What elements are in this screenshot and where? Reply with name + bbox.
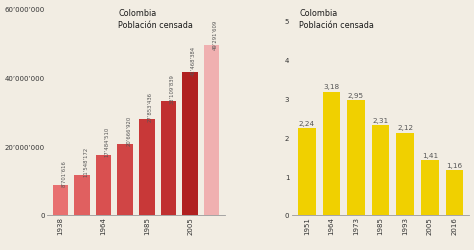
- Text: 2,12: 2,12: [397, 125, 413, 131]
- Text: 17’484’510: 17’484’510: [105, 126, 109, 156]
- Text: 11’548’172: 11’548’172: [83, 146, 88, 176]
- Bar: [298, 128, 316, 215]
- Bar: [396, 133, 414, 215]
- Bar: [322, 92, 340, 215]
- Text: 27’853’436: 27’853’436: [148, 92, 153, 122]
- Bar: [118, 144, 133, 215]
- Text: 41’468’384: 41’468’384: [191, 46, 196, 76]
- Bar: [446, 170, 464, 215]
- Bar: [421, 160, 439, 215]
- Bar: [74, 176, 90, 215]
- Bar: [372, 126, 390, 215]
- Bar: [182, 73, 198, 215]
- Text: 49’291’609: 49’291’609: [213, 19, 218, 50]
- Text: Colombia
Población censada: Colombia Población censada: [299, 9, 374, 29]
- Text: 1,41: 1,41: [422, 152, 438, 158]
- Text: 33’109’839: 33’109’839: [170, 74, 174, 104]
- Text: 3,18: 3,18: [323, 84, 339, 90]
- Text: Colombia
Población censada: Colombia Población censada: [118, 9, 193, 29]
- Text: 8’701’616: 8’701’616: [62, 159, 66, 186]
- Text: 1,16: 1,16: [447, 162, 463, 168]
- Bar: [53, 185, 68, 215]
- Bar: [96, 155, 111, 215]
- Text: 2,31: 2,31: [373, 118, 389, 124]
- Bar: [204, 46, 219, 215]
- Bar: [347, 101, 365, 215]
- Text: 20’666’920: 20’666’920: [126, 116, 131, 146]
- Bar: [161, 102, 176, 215]
- Text: 2,24: 2,24: [299, 120, 315, 126]
- Text: 2,95: 2,95: [348, 93, 364, 99]
- Bar: [139, 120, 155, 215]
